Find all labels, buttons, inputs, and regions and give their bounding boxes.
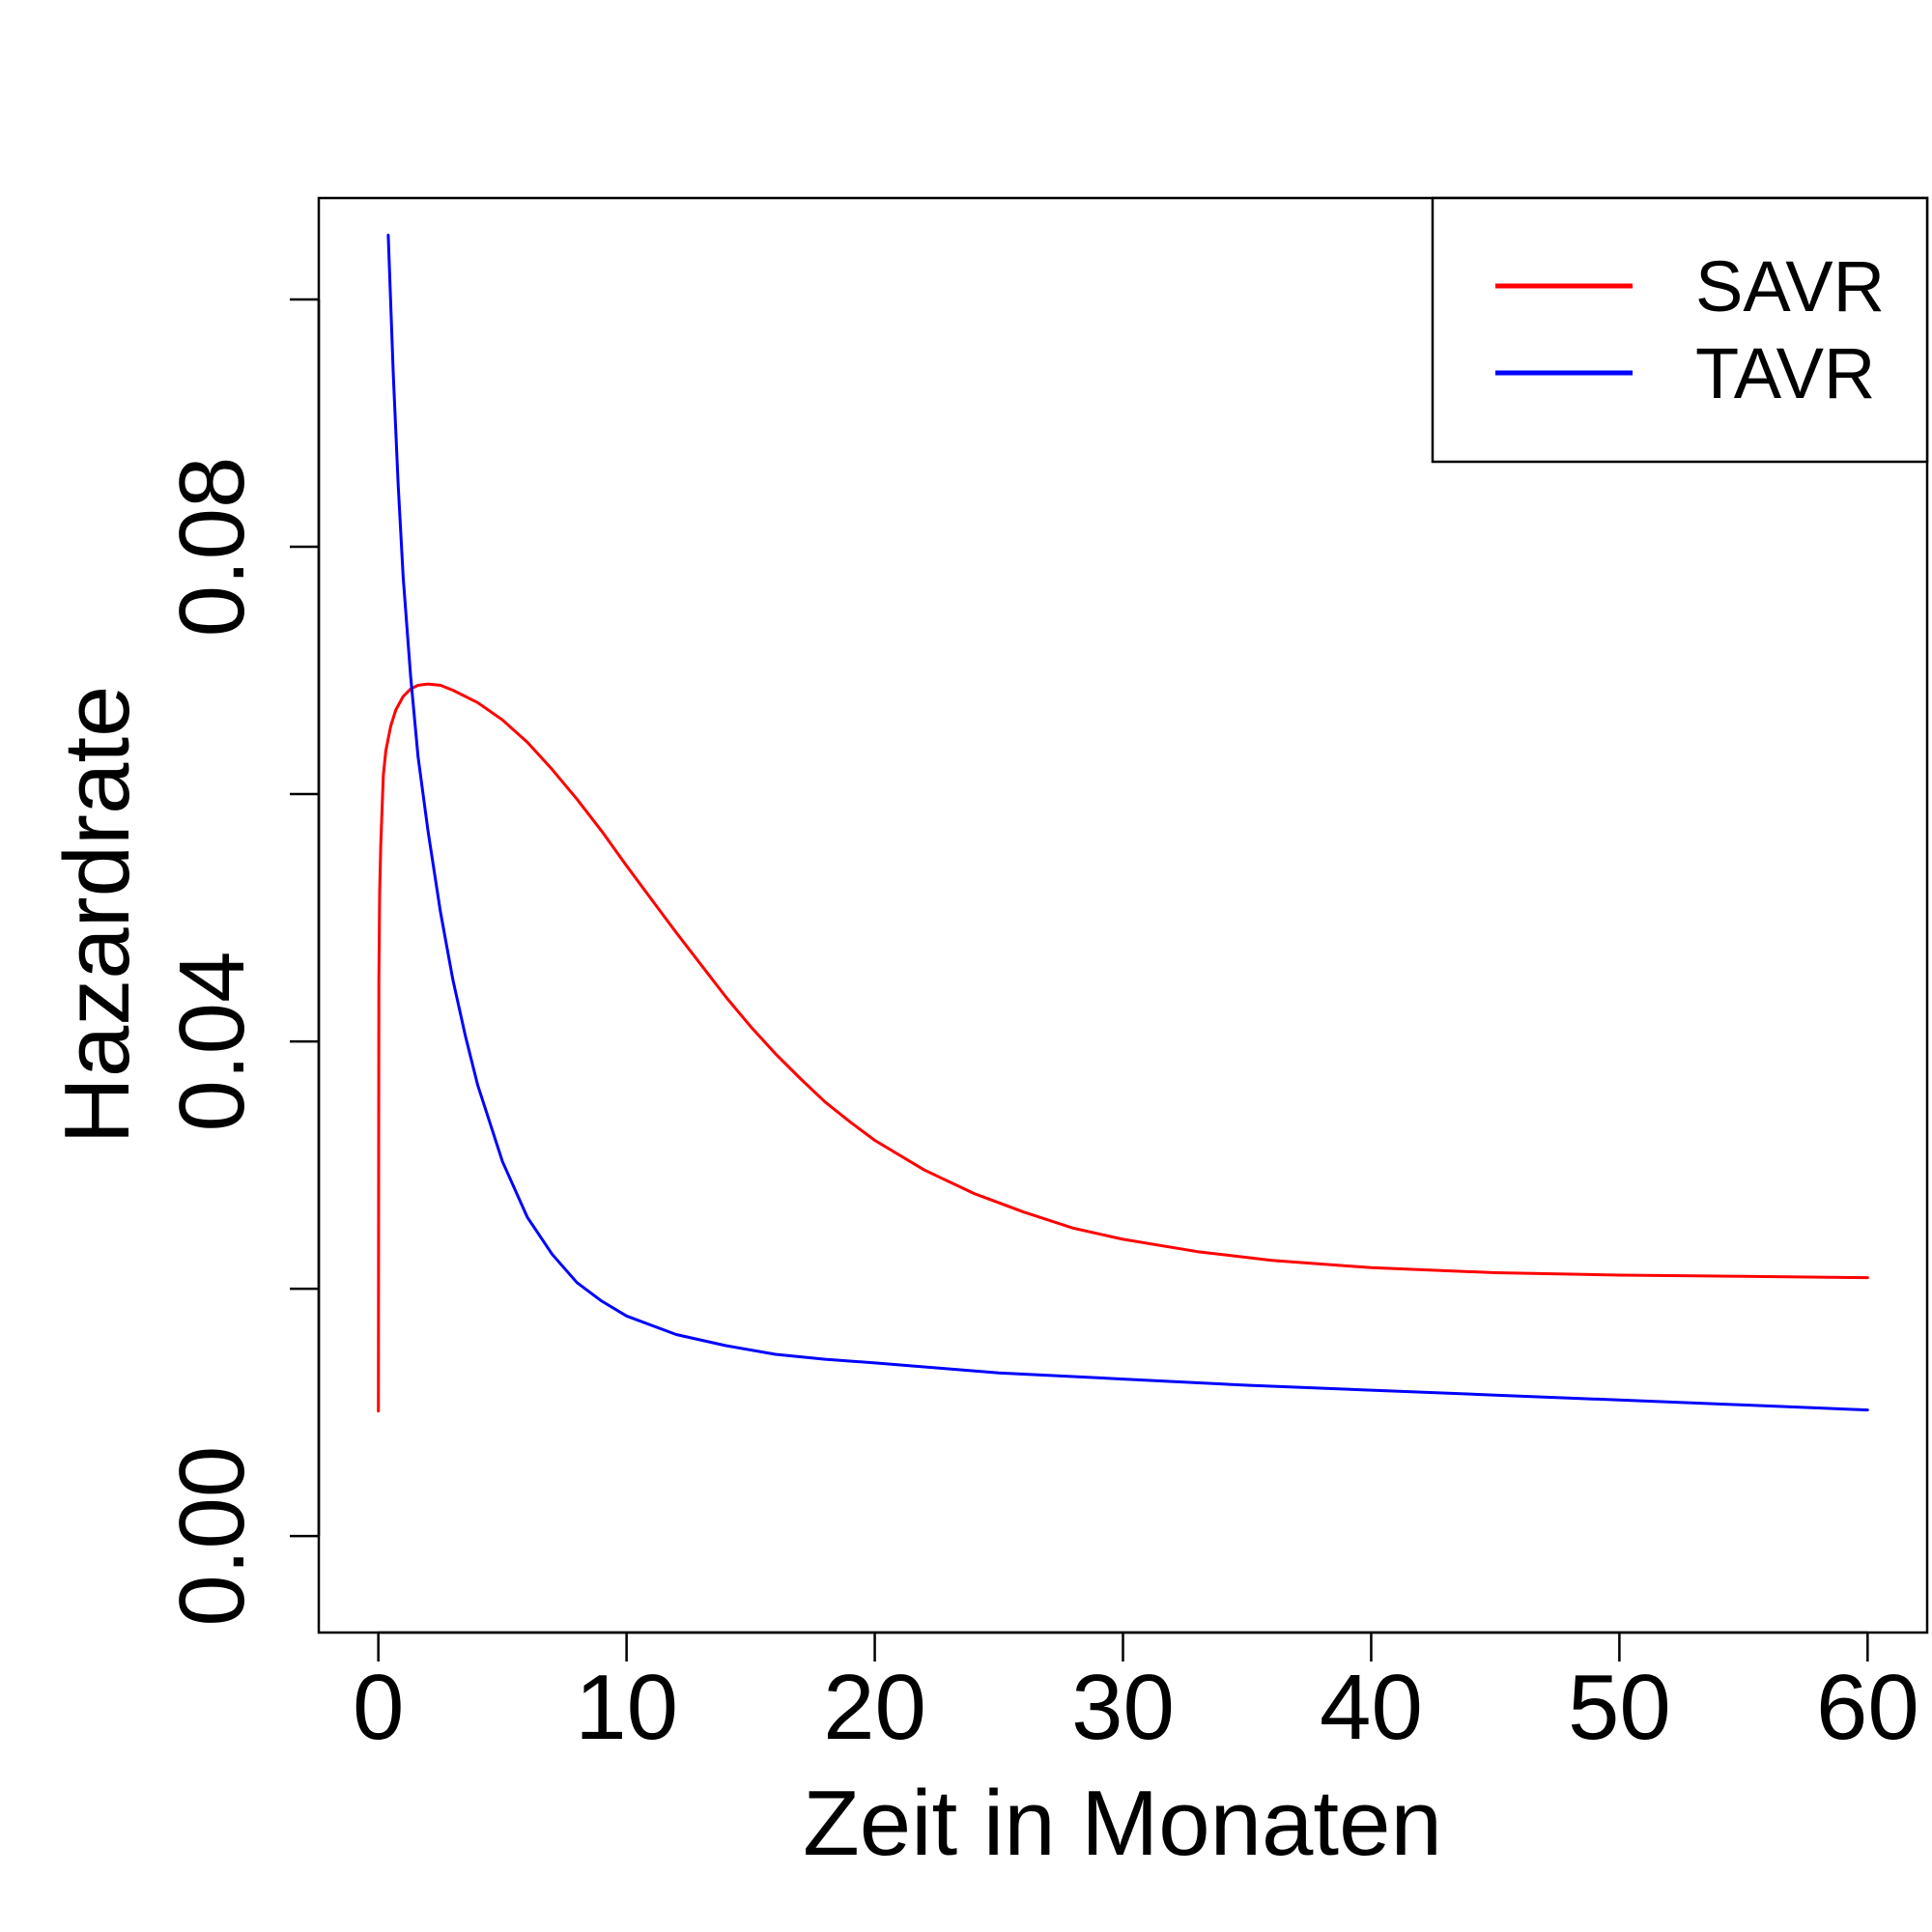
series-line-tavr (386, 233, 1869, 1412)
x-tick-label: 20 (823, 1656, 926, 1759)
y-tick-label: 0.00 (160, 1446, 264, 1627)
x-tick-label: 0 (353, 1656, 404, 1759)
legend-box (1431, 196, 1929, 464)
series-layer (377, 233, 1869, 1413)
x-tick-label: 50 (1568, 1656, 1671, 1759)
y-axis-label: Hazardrate (45, 686, 149, 1145)
x-axis: 0 10 20 30 40 50 60 (353, 1631, 1919, 1759)
x-axis-label: Zeit in Monaten (803, 1772, 1442, 1875)
legend-label-tavr: TAVR (1695, 333, 1875, 413)
x-tick-label: 60 (1816, 1656, 1919, 1759)
y-axis: 0.00 0.04 0.08 (160, 298, 321, 1627)
legend-label-savr: SAVR (1695, 246, 1885, 327)
x-tick-label: 40 (1320, 1656, 1423, 1759)
series-line-savr (377, 682, 1869, 1413)
y-tick-label: 0.04 (160, 952, 264, 1132)
legend: SAVR TAVR (1431, 196, 1929, 464)
x-tick-label: 10 (575, 1656, 678, 1759)
y-tick-label: 0.08 (160, 457, 264, 638)
x-tick-label: 30 (1071, 1656, 1175, 1759)
